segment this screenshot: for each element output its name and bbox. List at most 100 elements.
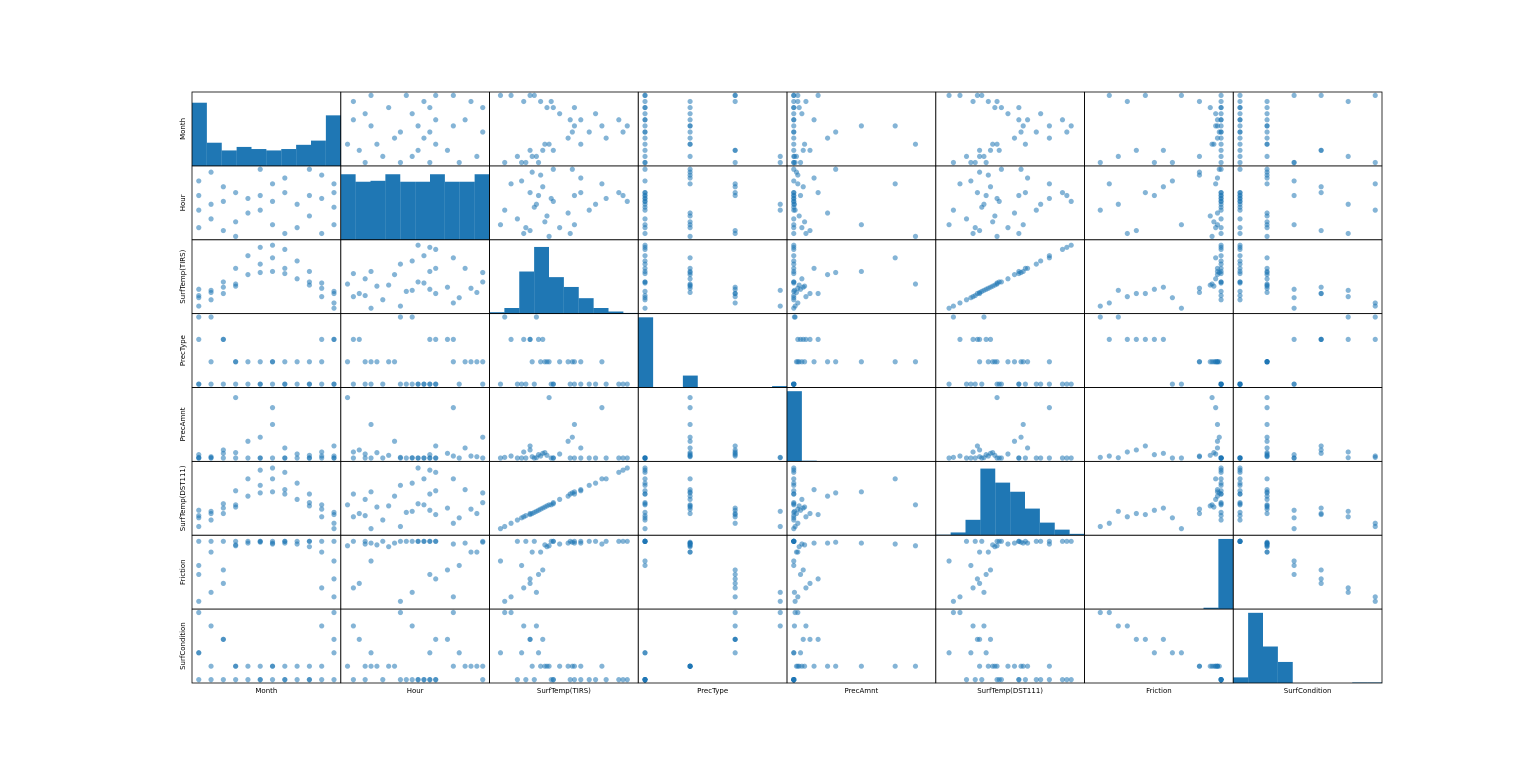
scatter-point bbox=[409, 314, 415, 320]
scatter-point bbox=[294, 276, 300, 282]
scatter-point bbox=[208, 359, 214, 365]
scatter-point bbox=[497, 222, 504, 228]
scatter-point bbox=[427, 104, 433, 111]
scatter-point bbox=[1218, 129, 1224, 135]
scatter-point bbox=[892, 541, 898, 547]
scatter-point bbox=[1059, 538, 1066, 544]
scatter-point bbox=[380, 297, 386, 303]
scatter-point bbox=[795, 98, 801, 105]
scatter-point bbox=[571, 455, 578, 461]
scatter-point bbox=[462, 359, 468, 365]
scatter-point bbox=[687, 502, 693, 508]
scatter-point bbox=[397, 159, 404, 166]
scatter-point bbox=[1020, 663, 1026, 669]
scatter-point bbox=[979, 677, 985, 683]
scatter-point bbox=[994, 359, 1000, 365]
scatter-point bbox=[450, 336, 456, 342]
scatter-point bbox=[687, 166, 693, 172]
scatter-point bbox=[1372, 92, 1378, 98]
scatter-point bbox=[535, 571, 542, 578]
scatter-point bbox=[1016, 677, 1022, 683]
scatter-point bbox=[1196, 172, 1203, 178]
cell-frame bbox=[1084, 608, 1234, 684]
scatter-point bbox=[502, 523, 508, 530]
scatter-point bbox=[858, 268, 864, 275]
scatter-point bbox=[642, 305, 648, 311]
scatter-point bbox=[586, 482, 592, 488]
scatter-point bbox=[994, 394, 1000, 401]
cell-frame bbox=[340, 239, 490, 315]
scatter-point bbox=[433, 290, 439, 297]
scatter-point bbox=[791, 123, 797, 129]
scatter-point bbox=[642, 279, 648, 285]
scatter-point bbox=[1068, 198, 1074, 204]
scatter-point bbox=[791, 381, 797, 387]
scatter-point bbox=[380, 455, 386, 461]
scatter-point bbox=[245, 271, 251, 278]
scatter-point bbox=[1207, 213, 1213, 219]
hist-bar bbox=[430, 174, 445, 240]
scatter-point bbox=[319, 280, 325, 286]
scatter-point bbox=[480, 455, 486, 461]
cell-frame bbox=[340, 608, 490, 684]
scatter-point bbox=[1124, 294, 1130, 300]
cell-frame bbox=[637, 460, 788, 536]
scatter-point bbox=[433, 469, 439, 475]
scatter-point bbox=[687, 104, 693, 111]
scatter-point bbox=[1218, 270, 1224, 277]
scatter-point bbox=[1178, 92, 1185, 98]
scatter-point bbox=[565, 135, 571, 141]
scatter-point bbox=[791, 270, 797, 277]
scatter-point bbox=[450, 405, 456, 411]
x-axis-label: PrecAmnt bbox=[844, 687, 878, 695]
scatter-point bbox=[391, 135, 398, 141]
scatter-point bbox=[331, 443, 337, 449]
scatter-point bbox=[565, 663, 571, 669]
scatter-point bbox=[196, 225, 202, 231]
scatter-point bbox=[569, 129, 575, 135]
scatter-point bbox=[732, 230, 738, 237]
scatter-point bbox=[1196, 663, 1203, 669]
scatter-point bbox=[1213, 225, 1219, 231]
scatter-point bbox=[974, 189, 981, 196]
scatter-point bbox=[985, 359, 991, 365]
scatter-point bbox=[1237, 166, 1243, 172]
scatter-point bbox=[344, 502, 351, 508]
scatter-point bbox=[1046, 663, 1052, 669]
scatter-point bbox=[983, 650, 989, 656]
scatter-point bbox=[970, 449, 976, 455]
scatter-point bbox=[994, 543, 1000, 549]
scatter-point bbox=[795, 336, 801, 342]
scatter-point bbox=[642, 261, 648, 267]
scatter-point bbox=[963, 677, 970, 683]
scatter-point bbox=[976, 169, 983, 175]
scatter-point bbox=[1196, 510, 1203, 517]
scatter-point bbox=[421, 135, 427, 141]
scatter-point bbox=[362, 513, 368, 519]
scatter-point bbox=[1213, 405, 1219, 411]
scatter-point bbox=[1209, 141, 1215, 147]
scatter-point bbox=[987, 147, 994, 153]
scatter-point bbox=[380, 381, 386, 387]
scatter-point bbox=[331, 526, 337, 532]
scatter-point bbox=[1038, 381, 1044, 387]
scatter-point bbox=[983, 192, 989, 199]
scatter-point bbox=[319, 663, 325, 669]
scatter-point bbox=[567, 455, 573, 461]
scatter-point bbox=[732, 450, 738, 456]
scatter-point bbox=[1237, 465, 1243, 471]
scatter-point bbox=[409, 258, 415, 264]
scatter-point bbox=[1345, 294, 1351, 300]
scatter-point bbox=[985, 98, 991, 105]
scatter-point bbox=[791, 295, 797, 301]
scatter-point bbox=[1133, 290, 1139, 297]
scatter-point bbox=[427, 571, 433, 578]
scatter-point bbox=[1213, 663, 1219, 669]
scatter-point bbox=[196, 650, 202, 656]
scatter-point bbox=[1291, 336, 1297, 342]
scatter-point bbox=[807, 510, 813, 517]
scatter-point bbox=[791, 135, 797, 141]
scatter-point bbox=[642, 253, 648, 259]
scatter-point bbox=[257, 269, 263, 276]
